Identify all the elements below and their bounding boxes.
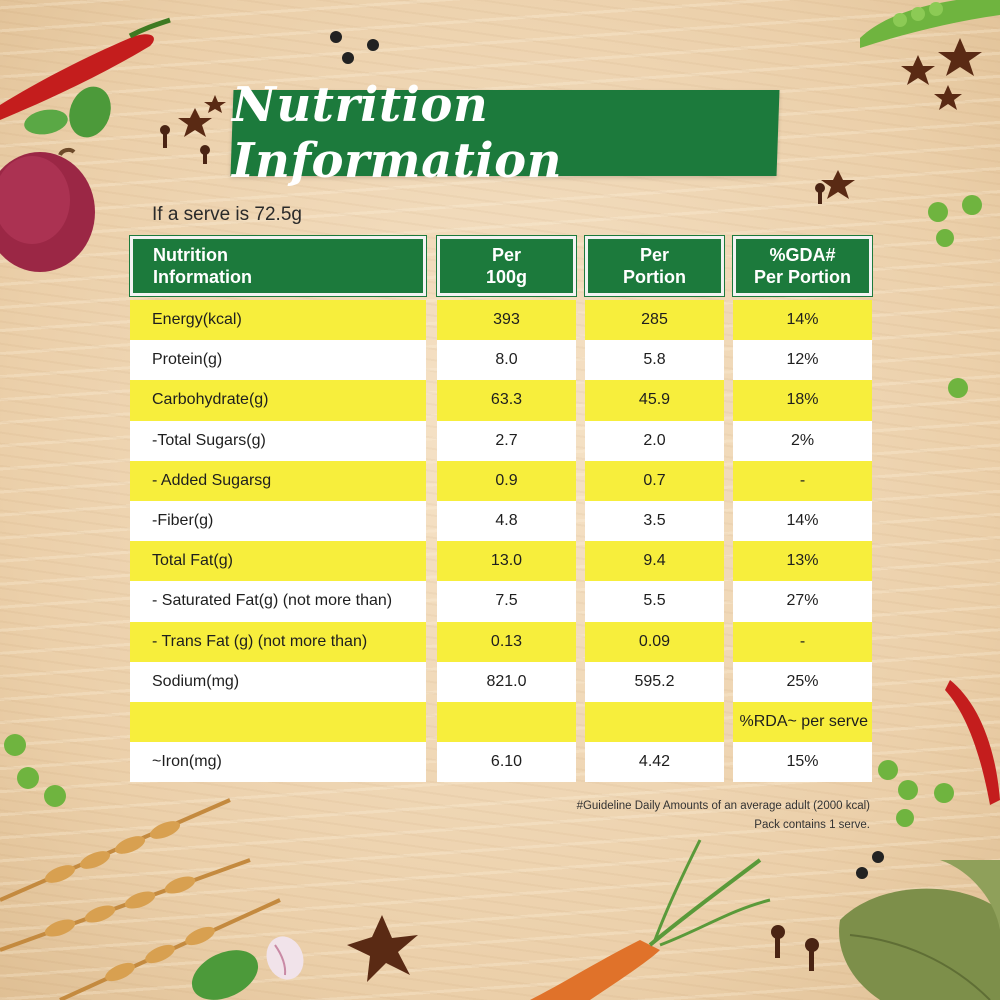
header-line-1: Nutrition	[153, 244, 228, 265]
header-line-1: %GDA#	[769, 244, 836, 265]
header-line-1: Per	[639, 244, 670, 265]
per-portion-cell: 285	[585, 300, 724, 341]
bay-leaf-icon	[839, 860, 1000, 1000]
page-title: Nutrition Information	[232, 77, 563, 189]
per-100g-cell: 8.0	[437, 340, 576, 381]
clove-icon	[160, 125, 825, 971]
per-100g-cell: 2.7	[437, 420, 576, 461]
nutrient-name-cell: Carbohydrate(g)	[130, 380, 426, 421]
per-portion-cell: 3.5	[585, 500, 724, 542]
gda-cell: 18%	[733, 380, 872, 421]
per-portion-cell: 595.2	[585, 661, 724, 702]
gda-cell: 14%	[733, 300, 872, 341]
gda-cell: 2%	[733, 420, 872, 461]
per-100g-cell: 0.9	[437, 460, 576, 501]
per-100g-cell: 0.13	[437, 621, 576, 662]
per-portion-cell	[585, 701, 724, 743]
per-100g-cell: 7.5	[437, 581, 576, 622]
wheat-icon	[0, 798, 281, 1000]
nutrient-column: Nutrition Information Energy(kcal) Protein…	[129, 235, 427, 783]
per-portion-cell: 9.4	[585, 541, 724, 582]
gda-cell: 12%	[733, 340, 872, 381]
per-portion-cell: 2.0	[585, 420, 724, 461]
header-per-100g: Per 100g	[436, 235, 577, 297]
gda-cell: %RDA~ per serve	[733, 701, 872, 743]
gda-cell: 15%	[733, 742, 872, 783]
per-portion-column: Per Portion 285 5.8 45.9 2.0 0.7 3.5 9.4 5.5 0.09…	[584, 235, 725, 783]
per-100g-cell: 821.0	[437, 661, 576, 702]
header-line-2: Portion	[623, 267, 686, 287]
per-portion-cell: 4.42	[585, 742, 724, 783]
garlic-icon	[266, 936, 304, 980]
header-line-1: Per	[491, 244, 522, 265]
per-portion-cell: 5.5	[585, 581, 724, 622]
nutrient-name-cell: - Added Sugarsg	[130, 460, 426, 501]
nutrient-name-cell: - Saturated Fat(g) (not more than)	[130, 581, 426, 622]
header-line-2: Per Portion	[753, 267, 851, 287]
per-portion-cell: 45.9	[585, 380, 724, 421]
per-portion-cell: 5.8	[585, 340, 724, 381]
per-100g-cell	[437, 701, 576, 743]
nutrient-name-cell: Sodium(mg)	[130, 661, 426, 702]
per-portion-cell: 0.09	[585, 621, 724, 662]
nutrient-name-cell: -Fiber(g)	[130, 500, 426, 542]
header-nutrition-information: Nutrition Information	[129, 235, 427, 297]
per-100g-cell: 13.0	[437, 541, 576, 582]
nutrient-name-cell: Total Fat(g)	[130, 541, 426, 582]
per-portion-cell: 0.7	[585, 460, 724, 501]
nutrient-name-cell: Energy(kcal)	[130, 300, 426, 341]
footnote-pack: Pack contains 1 serve.	[754, 819, 870, 831]
per-100g-cell: 6.10	[437, 742, 576, 783]
header-line-2: Information	[153, 267, 252, 287]
header-line-2: 100g	[485, 267, 528, 287]
basil-leaf-icon	[24, 86, 259, 1000]
gda-column: %GDA# Per Portion 14% 12% 18% 2% -14% 13% 27% -2…	[732, 235, 873, 783]
footnote-gda: #Guideline Daily Amounts of an average a…	[576, 800, 870, 812]
gda-cell: 14%	[733, 500, 872, 542]
nutrient-name-cell: - Trans Fat (g) (not more than)	[130, 621, 426, 662]
gda-cell: 13%	[733, 541, 872, 582]
pea-pod-icon	[860, 0, 1000, 48]
gda-cell: -	[733, 460, 872, 501]
red-chili-icon	[945, 680, 1000, 805]
nutrient-name-cell: ~Iron(mg)	[130, 742, 426, 783]
onion-icon	[0, 147, 95, 272]
per-100g-cell: 4.8	[437, 500, 576, 542]
nutrient-name-cell	[130, 701, 426, 743]
nutrient-name-cell: -Total Sugars(g)	[130, 420, 426, 461]
star-anise-icon	[178, 38, 982, 982]
red-chili-icon	[0, 17, 171, 121]
gda-cell: 27%	[733, 581, 872, 622]
per-100g-cell: 393	[437, 300, 576, 341]
gda-cell: 25%	[733, 661, 872, 702]
nutrient-name-cell: Protein(g)	[130, 340, 426, 381]
header-gda-per-portion: %GDA# Per Portion	[732, 235, 873, 297]
per-100g-column: Per 100g 393 8.0 63.3 2.7 0.9 4.8 13.0 7.5 0.13 82…	[436, 235, 577, 783]
peppercorn-icon	[330, 31, 884, 879]
gda-cell: -	[733, 621, 872, 662]
carrot-icon	[530, 839, 771, 1000]
per-100g-cell: 63.3	[437, 380, 576, 421]
serve-size-note: If a serve is 72.5g	[152, 204, 302, 225]
green-peas-icon	[4, 195, 982, 827]
header-per-portion: Per Portion	[584, 235, 725, 297]
